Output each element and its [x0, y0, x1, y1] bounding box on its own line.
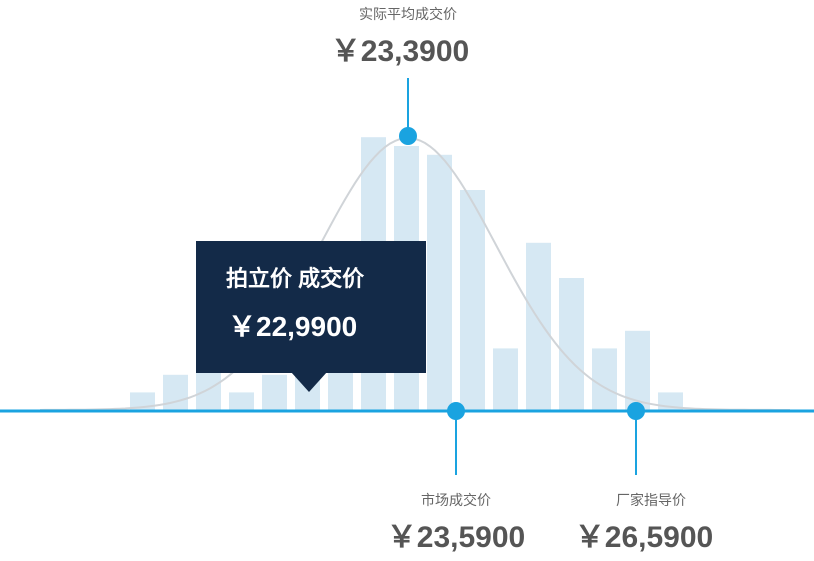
histogram-bar	[592, 348, 617, 410]
histogram-bar	[262, 374, 287, 410]
histogram-bar	[460, 190, 485, 410]
tooltip-price: ￥22,9900	[228, 311, 358, 342]
histogram-bar	[163, 374, 188, 410]
market-price-label: 市场成交价	[421, 492, 491, 508]
msrp-marker-dot	[627, 402, 645, 420]
market-price-marker-dot	[447, 402, 465, 420]
tooltip-title: 拍立价 成交价	[226, 266, 365, 291]
price-tooltip: 拍立价 成交价 ￥22,9900	[196, 241, 426, 373]
actual-price-value: ￥23,3900	[330, 35, 470, 68]
histogram-bar	[625, 330, 650, 410]
actual-price-label: 实际平均成交价	[359, 6, 457, 22]
actual-price-marker-dot	[399, 127, 417, 145]
histogram-bar	[559, 278, 584, 410]
tooltip-pointer	[291, 372, 327, 392]
histogram-bar	[493, 348, 518, 410]
market-price-value: ￥23,5900	[386, 521, 526, 554]
msrp-value: ￥26,5900	[574, 521, 714, 554]
histogram-bar	[427, 154, 452, 410]
msrp-label: 厂家指导价	[616, 492, 686, 508]
histogram-bar	[526, 242, 551, 410]
histogram-bar	[229, 392, 254, 410]
